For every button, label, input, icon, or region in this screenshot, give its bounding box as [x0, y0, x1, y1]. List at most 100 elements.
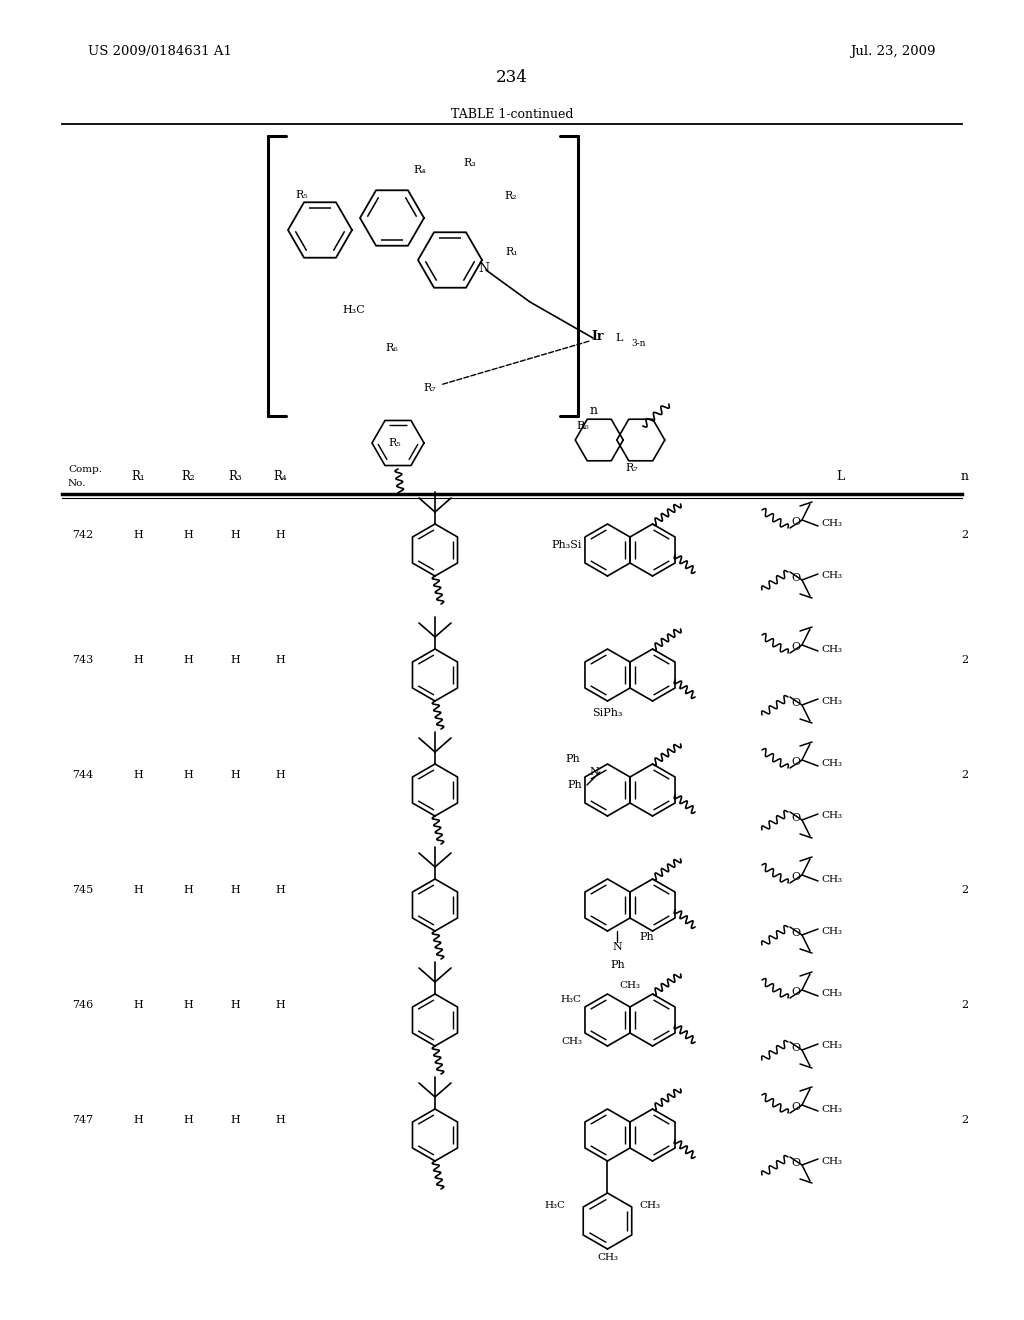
- Text: H₃C: H₃C: [342, 305, 365, 315]
- Text: H: H: [230, 884, 240, 895]
- Text: H: H: [183, 531, 193, 540]
- Text: O: O: [792, 573, 801, 583]
- Text: CH₃: CH₃: [620, 982, 640, 990]
- Text: CH₃: CH₃: [821, 644, 842, 653]
- Text: Ph: Ph: [565, 754, 580, 764]
- Text: CH₃: CH₃: [821, 697, 842, 705]
- Text: No.: No.: [68, 479, 86, 487]
- Text: CH₃: CH₃: [821, 1105, 842, 1114]
- Text: CH₃: CH₃: [639, 1201, 660, 1210]
- Text: H: H: [183, 770, 193, 780]
- Text: SiPh₃: SiPh₃: [592, 708, 623, 718]
- Text: O: O: [792, 813, 801, 822]
- Text: Ph: Ph: [610, 960, 625, 970]
- Text: US 2009/0184631 A1: US 2009/0184631 A1: [88, 45, 231, 58]
- Text: 746: 746: [72, 1001, 93, 1010]
- Text: R₄: R₄: [273, 470, 287, 483]
- Text: 2: 2: [962, 531, 969, 540]
- Text: CH₃: CH₃: [821, 990, 842, 998]
- Text: CH₃: CH₃: [821, 874, 842, 883]
- Text: H: H: [230, 531, 240, 540]
- Text: CH₃: CH₃: [821, 520, 842, 528]
- Text: H: H: [230, 1115, 240, 1125]
- Text: R₃: R₃: [228, 470, 242, 483]
- Text: 2: 2: [962, 1115, 969, 1125]
- Text: Ph₃Si: Ph₃Si: [552, 540, 582, 550]
- Text: CH₃: CH₃: [821, 759, 842, 768]
- Text: 747: 747: [72, 1115, 93, 1125]
- Text: R₆: R₆: [386, 343, 398, 352]
- Text: N: N: [612, 942, 623, 952]
- Text: H: H: [275, 770, 285, 780]
- Text: H: H: [133, 1115, 143, 1125]
- Text: n: n: [590, 404, 598, 417]
- Text: R₅: R₅: [389, 438, 401, 447]
- Text: R₅: R₅: [295, 190, 308, 201]
- Text: H: H: [133, 655, 143, 665]
- Text: 742: 742: [72, 531, 93, 540]
- Text: CH₃: CH₃: [821, 572, 842, 581]
- Text: O: O: [792, 517, 801, 527]
- Text: n: n: [961, 470, 969, 483]
- Text: H: H: [133, 884, 143, 895]
- Text: R₄: R₄: [414, 165, 426, 176]
- Text: 2: 2: [962, 884, 969, 895]
- Text: H₃C: H₃C: [545, 1201, 565, 1210]
- Text: H: H: [275, 1115, 285, 1125]
- Text: R₁: R₁: [131, 470, 144, 483]
- Text: Jul. 23, 2009: Jul. 23, 2009: [851, 45, 936, 58]
- Text: L: L: [615, 333, 623, 343]
- Text: H: H: [275, 655, 285, 665]
- Text: H: H: [183, 655, 193, 665]
- Text: H: H: [133, 531, 143, 540]
- Text: 2: 2: [962, 655, 969, 665]
- Text: H: H: [275, 1001, 285, 1010]
- Text: CH₃: CH₃: [821, 1041, 842, 1051]
- Text: Ph: Ph: [639, 932, 654, 942]
- Text: H: H: [183, 1115, 193, 1125]
- Text: CH₃: CH₃: [821, 927, 842, 936]
- Text: R₇: R₇: [626, 463, 638, 473]
- Text: Comp.: Comp.: [68, 465, 102, 474]
- Text: O: O: [792, 873, 801, 882]
- Text: 744: 744: [72, 770, 93, 780]
- Text: 2: 2: [962, 1001, 969, 1010]
- Text: H: H: [230, 1001, 240, 1010]
- Text: Ph: Ph: [567, 780, 582, 789]
- Text: O: O: [792, 698, 801, 708]
- Text: CH₃: CH₃: [561, 1036, 582, 1045]
- Text: H: H: [230, 655, 240, 665]
- Text: 234: 234: [496, 70, 528, 87]
- Text: 2: 2: [962, 770, 969, 780]
- Text: CH₃: CH₃: [821, 1156, 842, 1166]
- Text: O: O: [792, 987, 801, 997]
- Text: O: O: [792, 756, 801, 767]
- Text: R₇: R₇: [424, 383, 436, 393]
- Text: O: O: [792, 928, 801, 939]
- Text: R₂: R₂: [181, 470, 195, 483]
- Text: N: N: [589, 767, 599, 777]
- Text: N: N: [478, 261, 489, 275]
- Text: H: H: [275, 531, 285, 540]
- Text: O: O: [792, 1158, 801, 1168]
- Text: H: H: [133, 1001, 143, 1010]
- Text: R₁: R₁: [505, 247, 517, 257]
- Text: L: L: [836, 470, 844, 483]
- Text: H: H: [183, 1001, 193, 1010]
- Text: TABLE 1-continued: TABLE 1-continued: [451, 107, 573, 120]
- Text: CH₃: CH₃: [821, 812, 842, 821]
- Text: O: O: [792, 1102, 801, 1111]
- Text: H: H: [183, 884, 193, 895]
- Text: O: O: [792, 642, 801, 652]
- Text: H: H: [275, 884, 285, 895]
- Text: R₆: R₆: [577, 421, 589, 432]
- Text: 3-n: 3-n: [631, 338, 645, 347]
- Text: O: O: [792, 1043, 801, 1053]
- Text: H: H: [133, 770, 143, 780]
- Text: Ir: Ir: [592, 330, 604, 342]
- Text: 745: 745: [72, 884, 93, 895]
- Text: H: H: [230, 770, 240, 780]
- Text: 743: 743: [72, 655, 93, 665]
- Text: R₃: R₃: [464, 158, 476, 168]
- Text: H₃C: H₃C: [561, 994, 582, 1003]
